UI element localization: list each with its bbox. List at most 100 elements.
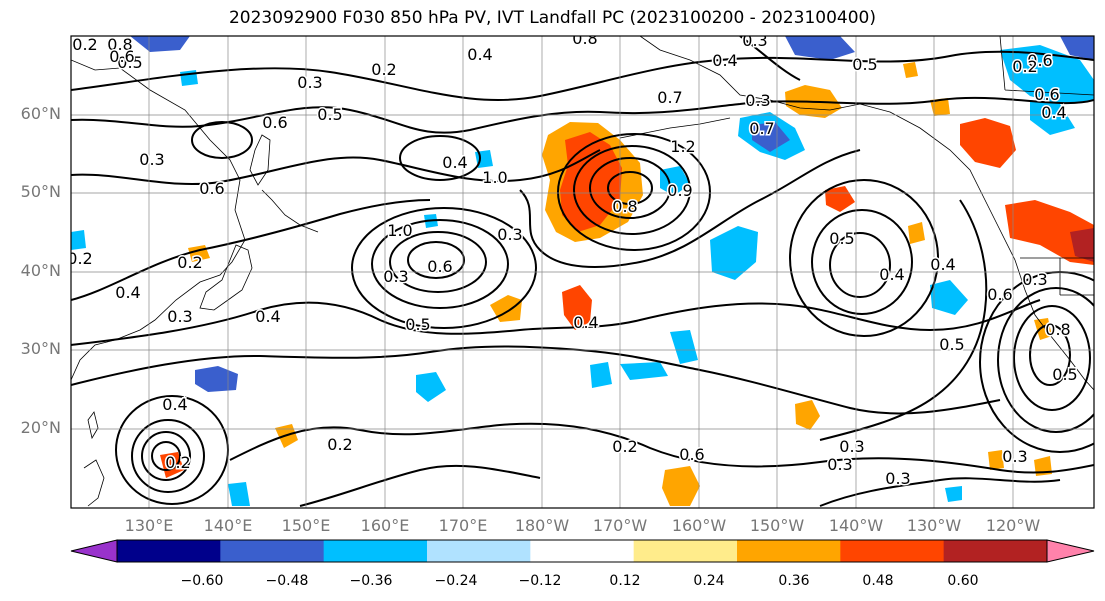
negative-anomaly-patch [590, 362, 612, 388]
negative-anomaly-patch [130, 36, 190, 52]
contour-label: 0.4 [442, 153, 467, 172]
positive-anomaly-patch [1005, 200, 1094, 265]
alaska-coastline [639, 36, 1094, 391]
asia-coastline [71, 59, 246, 381]
pv-contour-line [71, 149, 601, 186]
contour-label: 0.6 [679, 445, 704, 464]
lon-label: 170°W [592, 516, 648, 535]
positive-anomaly-patch [988, 450, 1004, 470]
contour-label: 0.3 [1002, 447, 1027, 466]
contour-label: 0.5 [939, 335, 964, 354]
contour-label: 0.5 [317, 105, 342, 124]
colorbar [70, 539, 1095, 563]
contour-label: 0.5 [829, 229, 854, 248]
pv-contour-line [557, 133, 711, 251]
negative-anomaly-patch [945, 486, 962, 502]
contour-label: 0.8 [572, 29, 597, 48]
negative-anomaly-patch [195, 366, 238, 392]
colorbar-tick-label: −0.36 [349, 573, 393, 589]
contour-label: 0.2 [327, 435, 352, 454]
pv-contour-line [829, 232, 891, 298]
colorbar-bin [117, 540, 221, 562]
contour-label: 0.2 [1012, 57, 1037, 76]
pv-contour-line [811, 209, 913, 315]
lat-label: 40°N [20, 261, 61, 280]
japan-coastline [199, 244, 253, 311]
colorbar-bin [70, 539, 118, 563]
contour-label: 0.6 [427, 257, 452, 276]
map-frame [70, 35, 1095, 509]
pv-contour-line [371, 219, 509, 309]
pv-contour-line [191, 121, 253, 159]
contour-label: 0.4 [255, 307, 280, 326]
pv-contour-line [351, 207, 537, 329]
lon-label: 160°E [360, 516, 410, 535]
lat-label: 30°N [20, 339, 61, 358]
pv-contour-line [151, 441, 181, 471]
positive-anomaly-patch [903, 62, 918, 78]
positive-anomaly-patch [662, 466, 700, 506]
colorbar-bin [427, 540, 531, 562]
contour-label: 0.3 [827, 455, 852, 474]
colorbar-tick-label: 0.36 [778, 573, 810, 589]
negative-anomaly-patch [71, 230, 86, 250]
contour-label: 1.0 [482, 168, 507, 187]
contour-labels: 0.8 0.5 0.6 0.3 0.2 0.4 0.8 0.3 0.4 0.5 0.6 0.6 0.5 0… [71, 29, 1079, 490]
lon-label: 130°E [124, 516, 174, 535]
positive-anomaly-patch [490, 295, 522, 322]
positive-anomaly-patch [795, 400, 820, 430]
negative-anomaly-patch [1030, 100, 1075, 135]
contour-label: 0.3 [1022, 270, 1047, 289]
pv-contour-line [997, 287, 1094, 433]
lon-label: 180°W [514, 516, 570, 535]
contour-label: 0.2 [177, 253, 202, 272]
strong-negative-anomaly-patch [1060, 36, 1094, 60]
colorbar-tick-label: −0.12 [518, 573, 562, 589]
colorbar-tick-label: −0.24 [434, 573, 478, 589]
pv-contour-line [71, 199, 431, 301]
contour-label: 0.8 [612, 197, 637, 216]
colorbar-bin [633, 540, 738, 562]
colorbar-bin [943, 540, 1048, 562]
colorbar-tick-label: −0.60 [180, 573, 224, 589]
pv-contour-line [819, 477, 1061, 507]
contour-label: 0.6 [1027, 51, 1052, 70]
positive-anomaly-patch [908, 222, 925, 244]
strong-positive-anomaly-patch [1070, 228, 1094, 262]
contour-label: 0.9 [667, 181, 692, 200]
pv-contour-line [71, 345, 1001, 415]
positive-anomaly-patch [562, 285, 592, 330]
contour-label: 0.2 [612, 437, 637, 456]
contour-label: 0.3 [839, 437, 864, 456]
lon-label: 150°E [281, 516, 331, 535]
contour-label: 0.4 [1041, 103, 1066, 122]
pv-contour-line [819, 199, 988, 441]
contour-label: 1.2 [670, 137, 695, 156]
positive-anomaly-patch [960, 118, 1016, 168]
contour-label: 0.3 [297, 73, 322, 92]
kamchatka-coastline [249, 134, 271, 186]
contour-label: 0.4 [467, 45, 492, 64]
kuril-chain [261, 189, 319, 233]
positive-anomaly-patch [930, 98, 950, 116]
pv-contour-line [407, 241, 465, 279]
contour-label: 0.3 [742, 31, 767, 50]
negative-anomaly-patch [930, 280, 968, 315]
lon-label: 170°E [438, 516, 488, 535]
pv-contour-line [1029, 324, 1071, 386]
contour-label: 0.2 [371, 60, 396, 79]
pv-contour-line [71, 299, 1041, 346]
colorbar-tick-label: 0.60 [947, 573, 979, 589]
positive-anomaly-patch [825, 186, 855, 212]
pv-contour-line [1013, 305, 1091, 411]
colorbar-tick-label: 0.48 [862, 573, 894, 589]
contour-label: 0.6 [1034, 85, 1059, 104]
contour-label: 0.6 [199, 179, 224, 198]
negative-anomaly-patch [670, 330, 698, 364]
contour-label: 0.2 [165, 453, 190, 472]
lon-label: 120°W [985, 516, 1041, 535]
contour-label: 0.6 [109, 47, 134, 66]
lat-label: 50°N [20, 182, 61, 201]
pv-contour-line [399, 135, 481, 181]
contour-label: 0.6 [987, 285, 1012, 304]
